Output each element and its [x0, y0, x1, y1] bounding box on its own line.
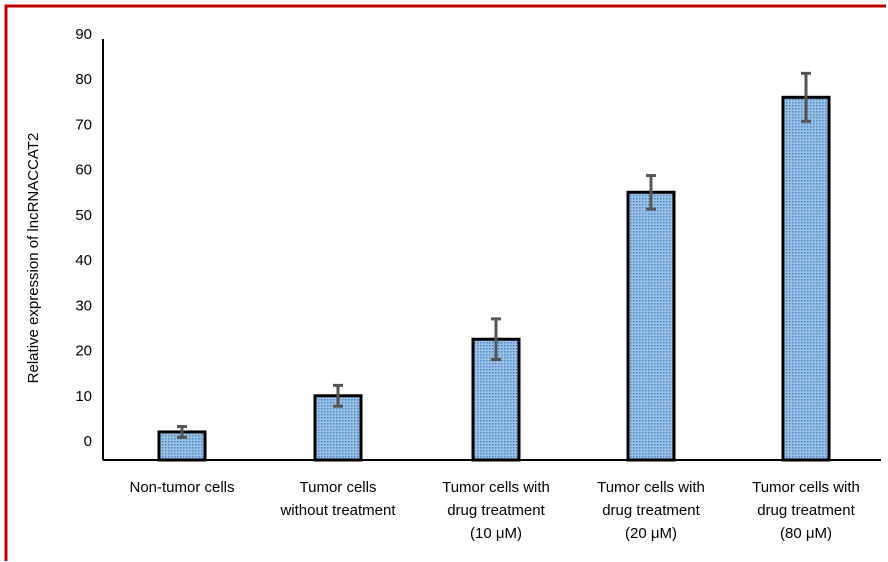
y-axis-label: Relative expression of lncRNACCAT2	[25, 133, 42, 384]
y-tick-label: 90	[75, 26, 92, 43]
y-tick-label: 60	[75, 162, 92, 179]
x-tick-label: Tumor cells with drug treatment (80 μM)	[752, 479, 860, 542]
error-bar	[177, 425, 187, 439]
y-tick-label: 50	[75, 207, 92, 224]
plot-area: Relative expression of lncRNACCAT2 0 10 20…	[25, 26, 881, 542]
y-tick-label: 80	[75, 71, 92, 88]
y-tick-label: 0	[84, 433, 92, 450]
y-tick-label: 30	[75, 297, 92, 314]
y-tick-label: 20	[75, 343, 92, 360]
bar	[626, 190, 676, 462]
bar	[781, 95, 831, 462]
x-tick-label: Tumor cells with drug treatment (20 μM)	[597, 479, 705, 542]
figure-border	[4, 4, 886, 561]
y-tick-label: 10	[75, 388, 92, 405]
error-bar	[646, 174, 656, 211]
x-tick-label: Tumor cells without treatment	[279, 479, 396, 519]
error-bar	[491, 317, 501, 362]
x-tick-label: Tumor cells with drug treatment (10 μM)	[442, 479, 550, 542]
y-tick-label: 40	[75, 252, 92, 269]
x-tick-label: Non-tumor cells	[129, 479, 234, 496]
y-tick-label: 70	[75, 116, 92, 133]
error-bar	[333, 383, 343, 408]
error-bar	[801, 71, 811, 123]
